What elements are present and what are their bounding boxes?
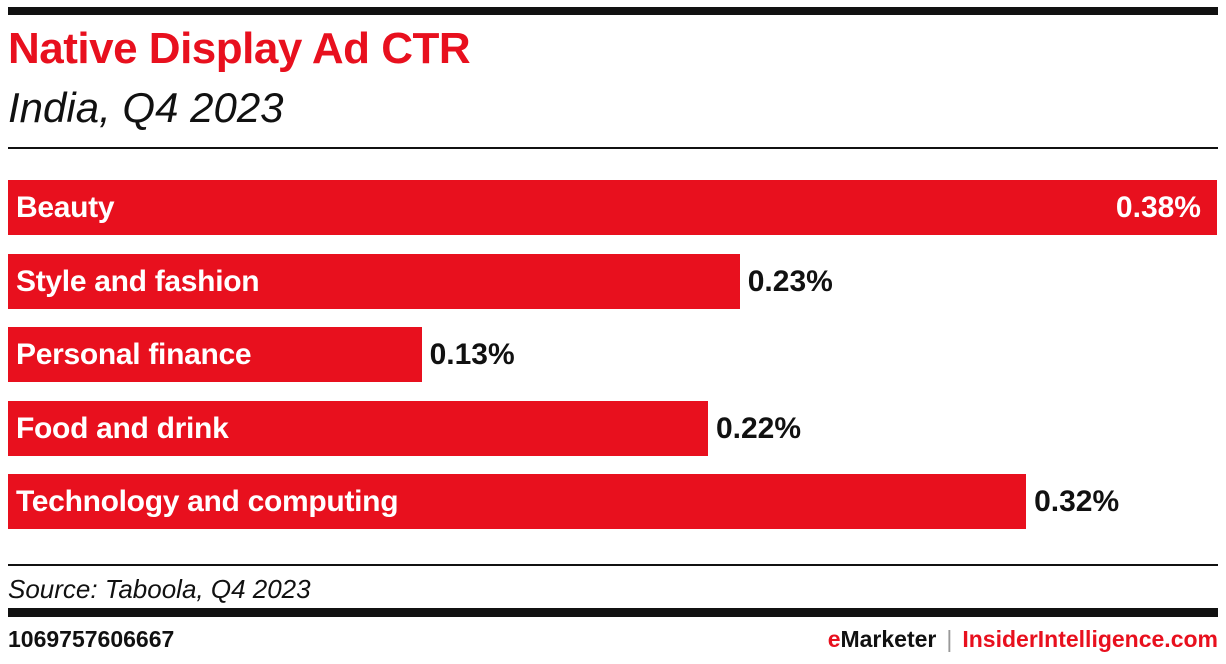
category-label: Personal finance (16, 338, 252, 371)
bottom-rule (8, 608, 1218, 617)
bar (8, 180, 1217, 235)
category-label: Beauty (16, 191, 115, 224)
value-label: 0.32% (1034, 485, 1120, 518)
chart-title: Native Display Ad CTR (8, 24, 471, 73)
brand-marketer: Marketer (840, 626, 937, 652)
bar (8, 327, 422, 382)
bar (8, 253, 740, 309)
chart-id: 1069757606667 (8, 626, 175, 652)
source-note: Source: Taboola, Q4 2023 (8, 574, 311, 604)
brand-e: e (827, 626, 841, 652)
footer-rule (8, 564, 1218, 566)
value-label: 0.23% (747, 264, 833, 298)
chart-subtitle: India, Q4 2023 (8, 84, 284, 131)
brand-separator: | (946, 626, 953, 652)
value-label: 0.22% (715, 411, 802, 445)
header-rule (8, 147, 1218, 149)
brand-insider-intelligence: InsiderIntelligence.com (962, 626, 1218, 652)
bar (8, 400, 708, 456)
top-rule (8, 7, 1218, 15)
bar (8, 474, 1027, 529)
category-label: Style and fashion (16, 264, 260, 298)
value-label: 0.13% (429, 338, 515, 371)
category-label: Technology and computing (16, 485, 399, 518)
value-label: 0.38% (1115, 191, 1201, 224)
category-label: Food and drink (16, 411, 229, 445)
brand-logo: eMarketer | InsiderIntelligence.com (828, 626, 1218, 653)
